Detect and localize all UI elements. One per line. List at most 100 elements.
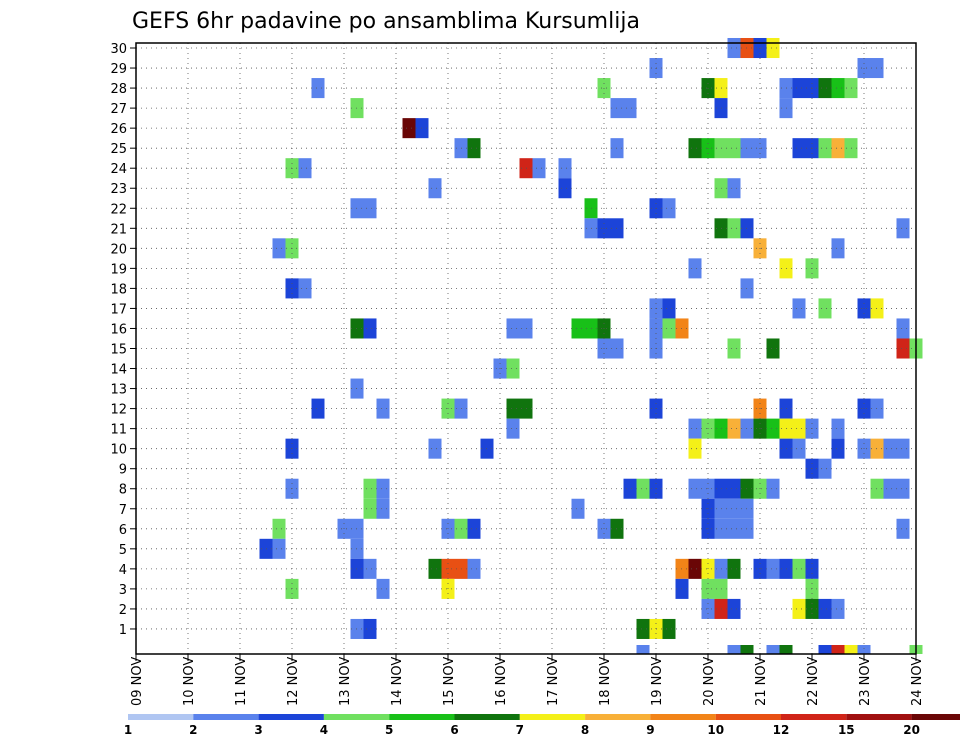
y-tick-label: 29: [110, 62, 127, 77]
legend-swatch: [519, 714, 586, 720]
y-tick-label: 5: [119, 543, 127, 558]
x-tick-label: 14 NOV: [390, 657, 405, 706]
heatmap-cell: [363, 558, 377, 579]
heatmap-cell: [467, 558, 481, 579]
y-tick-label: 11: [110, 423, 127, 438]
heatmap-cell: [363, 318, 377, 339]
heatmap-cell: [298, 158, 312, 179]
heatmap-cell: [298, 278, 312, 299]
x-tick-label: 18 NOV: [598, 657, 613, 706]
y-tick-label: 19: [110, 262, 127, 277]
y-tick-label: 30: [110, 42, 127, 57]
y-tick-label: 24: [110, 162, 127, 177]
legend-swatch: [585, 714, 651, 720]
heatmap-cell: [311, 398, 325, 419]
x-tick-label: 24 NOV: [910, 657, 925, 706]
heatmap-cell: [818, 138, 832, 159]
x-tick-label: 12 NOV: [286, 657, 301, 706]
y-tick-label: 26: [110, 122, 127, 137]
heatmap-cell: [363, 498, 377, 519]
x-tick-label: 17 NOV: [546, 657, 561, 706]
y-tick-label: 16: [110, 322, 127, 337]
heatmap-cell: [792, 78, 806, 99]
legend-swatch: [193, 714, 259, 720]
heatmap-cell: [727, 598, 741, 619]
y-tick-label: 8: [119, 483, 127, 498]
chart-title: GEFS 6hr padavine po ansamblima Kursumli…: [132, 9, 640, 34]
heatmap-cell: [428, 558, 442, 579]
y-tick-label: 10: [110, 443, 127, 458]
heatmap-cell: [818, 598, 832, 619]
heatmap-cell: [766, 478, 780, 499]
heatmap-cell: [727, 338, 741, 359]
legend-label: 6: [450, 723, 458, 737]
heatmap-cell: [896, 438, 910, 459]
heatmap-cell: [402, 118, 416, 139]
y-tick-label: 13: [110, 383, 127, 398]
heatmap-cell: [818, 645, 832, 654]
heatmap-cell: [896, 338, 910, 359]
heatmap-cells: [259, 37, 923, 654]
heatmap-cell: [376, 478, 390, 499]
legend-swatch: [258, 714, 324, 720]
heatmap-cell: [688, 138, 702, 159]
heatmap-cell: [272, 518, 286, 539]
heatmap-cell: [636, 618, 650, 639]
heatmap-cell: [688, 438, 702, 459]
heatmap-cell: [766, 37, 780, 59]
heatmap-cell: [623, 478, 637, 499]
heatmap-cell: [688, 478, 702, 499]
y-tick-label: 28: [110, 82, 127, 97]
legend-label: 15: [838, 723, 855, 737]
legend-swatch: [911, 714, 960, 720]
y-tick-label: 21: [110, 222, 127, 237]
heatmap-cell: [883, 478, 897, 499]
heatmap-cell: [571, 318, 585, 339]
y-tick-label: 17: [110, 302, 127, 317]
y-tick-label: 15: [110, 343, 127, 358]
legend-swatch: [650, 714, 716, 720]
heatmap-cell: [662, 318, 676, 339]
heatmap-cell: [818, 78, 832, 99]
legend-swatch: [715, 714, 781, 720]
heatmap-cell: [727, 478, 741, 499]
heatmap-cell: [792, 138, 806, 159]
heatmap-cell: [363, 198, 377, 219]
y-tick-label: 14: [110, 363, 127, 378]
y-tick-label: 20: [110, 242, 127, 257]
heatmap-cell: [376, 578, 390, 599]
heatmap-cell: [792, 598, 806, 619]
legend-label: 1: [124, 723, 132, 737]
y-tick-label: 1: [119, 623, 127, 638]
heatmap-cell: [532, 158, 546, 179]
heatmap-cell: [766, 645, 780, 654]
heatmap-cell: [896, 478, 910, 499]
y-tick-label: 7: [119, 503, 127, 518]
heatmap-cell: [740, 645, 754, 654]
heatmap-cell: [766, 418, 780, 439]
heatmap-cell: [896, 318, 910, 339]
heatmap-cell: [662, 618, 676, 639]
heatmap-cell: [792, 418, 806, 439]
x-tick-label: 22 NOV: [806, 657, 821, 706]
legend-swatch: [389, 714, 455, 720]
heatmap-cell: [727, 418, 741, 439]
legend-label: 3: [254, 723, 262, 737]
heatmap-cell: [727, 518, 741, 539]
y-tick-label: 22: [110, 202, 127, 217]
x-tick-label: 19 NOV: [650, 657, 665, 706]
heatmap-cell: [467, 138, 481, 159]
heatmap-cell: [376, 498, 390, 519]
heatmap-cell: [623, 98, 637, 119]
y-tick-label: 18: [110, 282, 127, 297]
heatmap-cell: [831, 78, 845, 99]
heatmap-cell: [428, 438, 442, 459]
heatmap-cell: [558, 158, 572, 179]
legend-swatch: [323, 714, 390, 720]
heatmap-cell: [727, 178, 741, 199]
color-legend: 1 2 3 4 5 6 7 8 9 10 12 15 20: [124, 714, 960, 737]
heatmap-cell: [831, 645, 845, 654]
legend-label: 4: [320, 723, 328, 737]
legend-label: 2: [189, 723, 197, 737]
